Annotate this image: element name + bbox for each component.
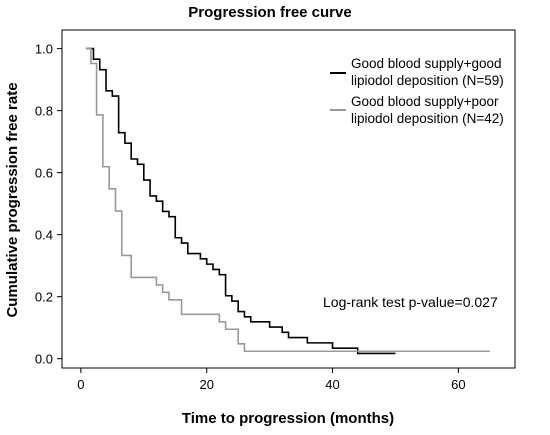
legend-label-series-2-line-2: lipiodol deposition (N=42) [351, 111, 504, 126]
x-tick-label-1: 20 [199, 377, 213, 392]
legend: Good blood supply+good lipiodol depositi… [330, 56, 504, 126]
legend-label-series-2-line-1: Good blood supply+poor [351, 94, 499, 109]
plot-frame [61, 29, 516, 369]
y-axis-title: Cumulative progression free rate [4, 82, 21, 317]
survival-curve-series-2 [85, 47, 490, 353]
y-tick-label-0: 0.0 [35, 352, 53, 367]
legend-label-series-1-line-2: lipiodol deposition (N=59) [351, 73, 504, 88]
y-tick-label-1: 0.2 [35, 290, 53, 305]
y-tick-label-5: 1.0 [35, 42, 53, 57]
log-rank-annotation: Log-rank test p-value=0.027 [323, 294, 498, 310]
chart-title: Progression free curve [188, 4, 351, 21]
y-tick-label-4: 0.8 [35, 104, 53, 119]
y-tick-label-3: 0.6 [35, 166, 53, 181]
x-tick-label-3: 60 [451, 377, 465, 392]
y-tick-label-2: 0.4 [35, 228, 53, 243]
legend-label-series-1-line-1: Good blood supply+good [351, 56, 502, 71]
survival-curve-series-1 [85, 47, 396, 355]
x-axis-title: Time to progression (months) [182, 410, 394, 427]
x-tick-label-0: 0 [77, 377, 84, 392]
x-tick-label-2: 40 [325, 377, 339, 392]
